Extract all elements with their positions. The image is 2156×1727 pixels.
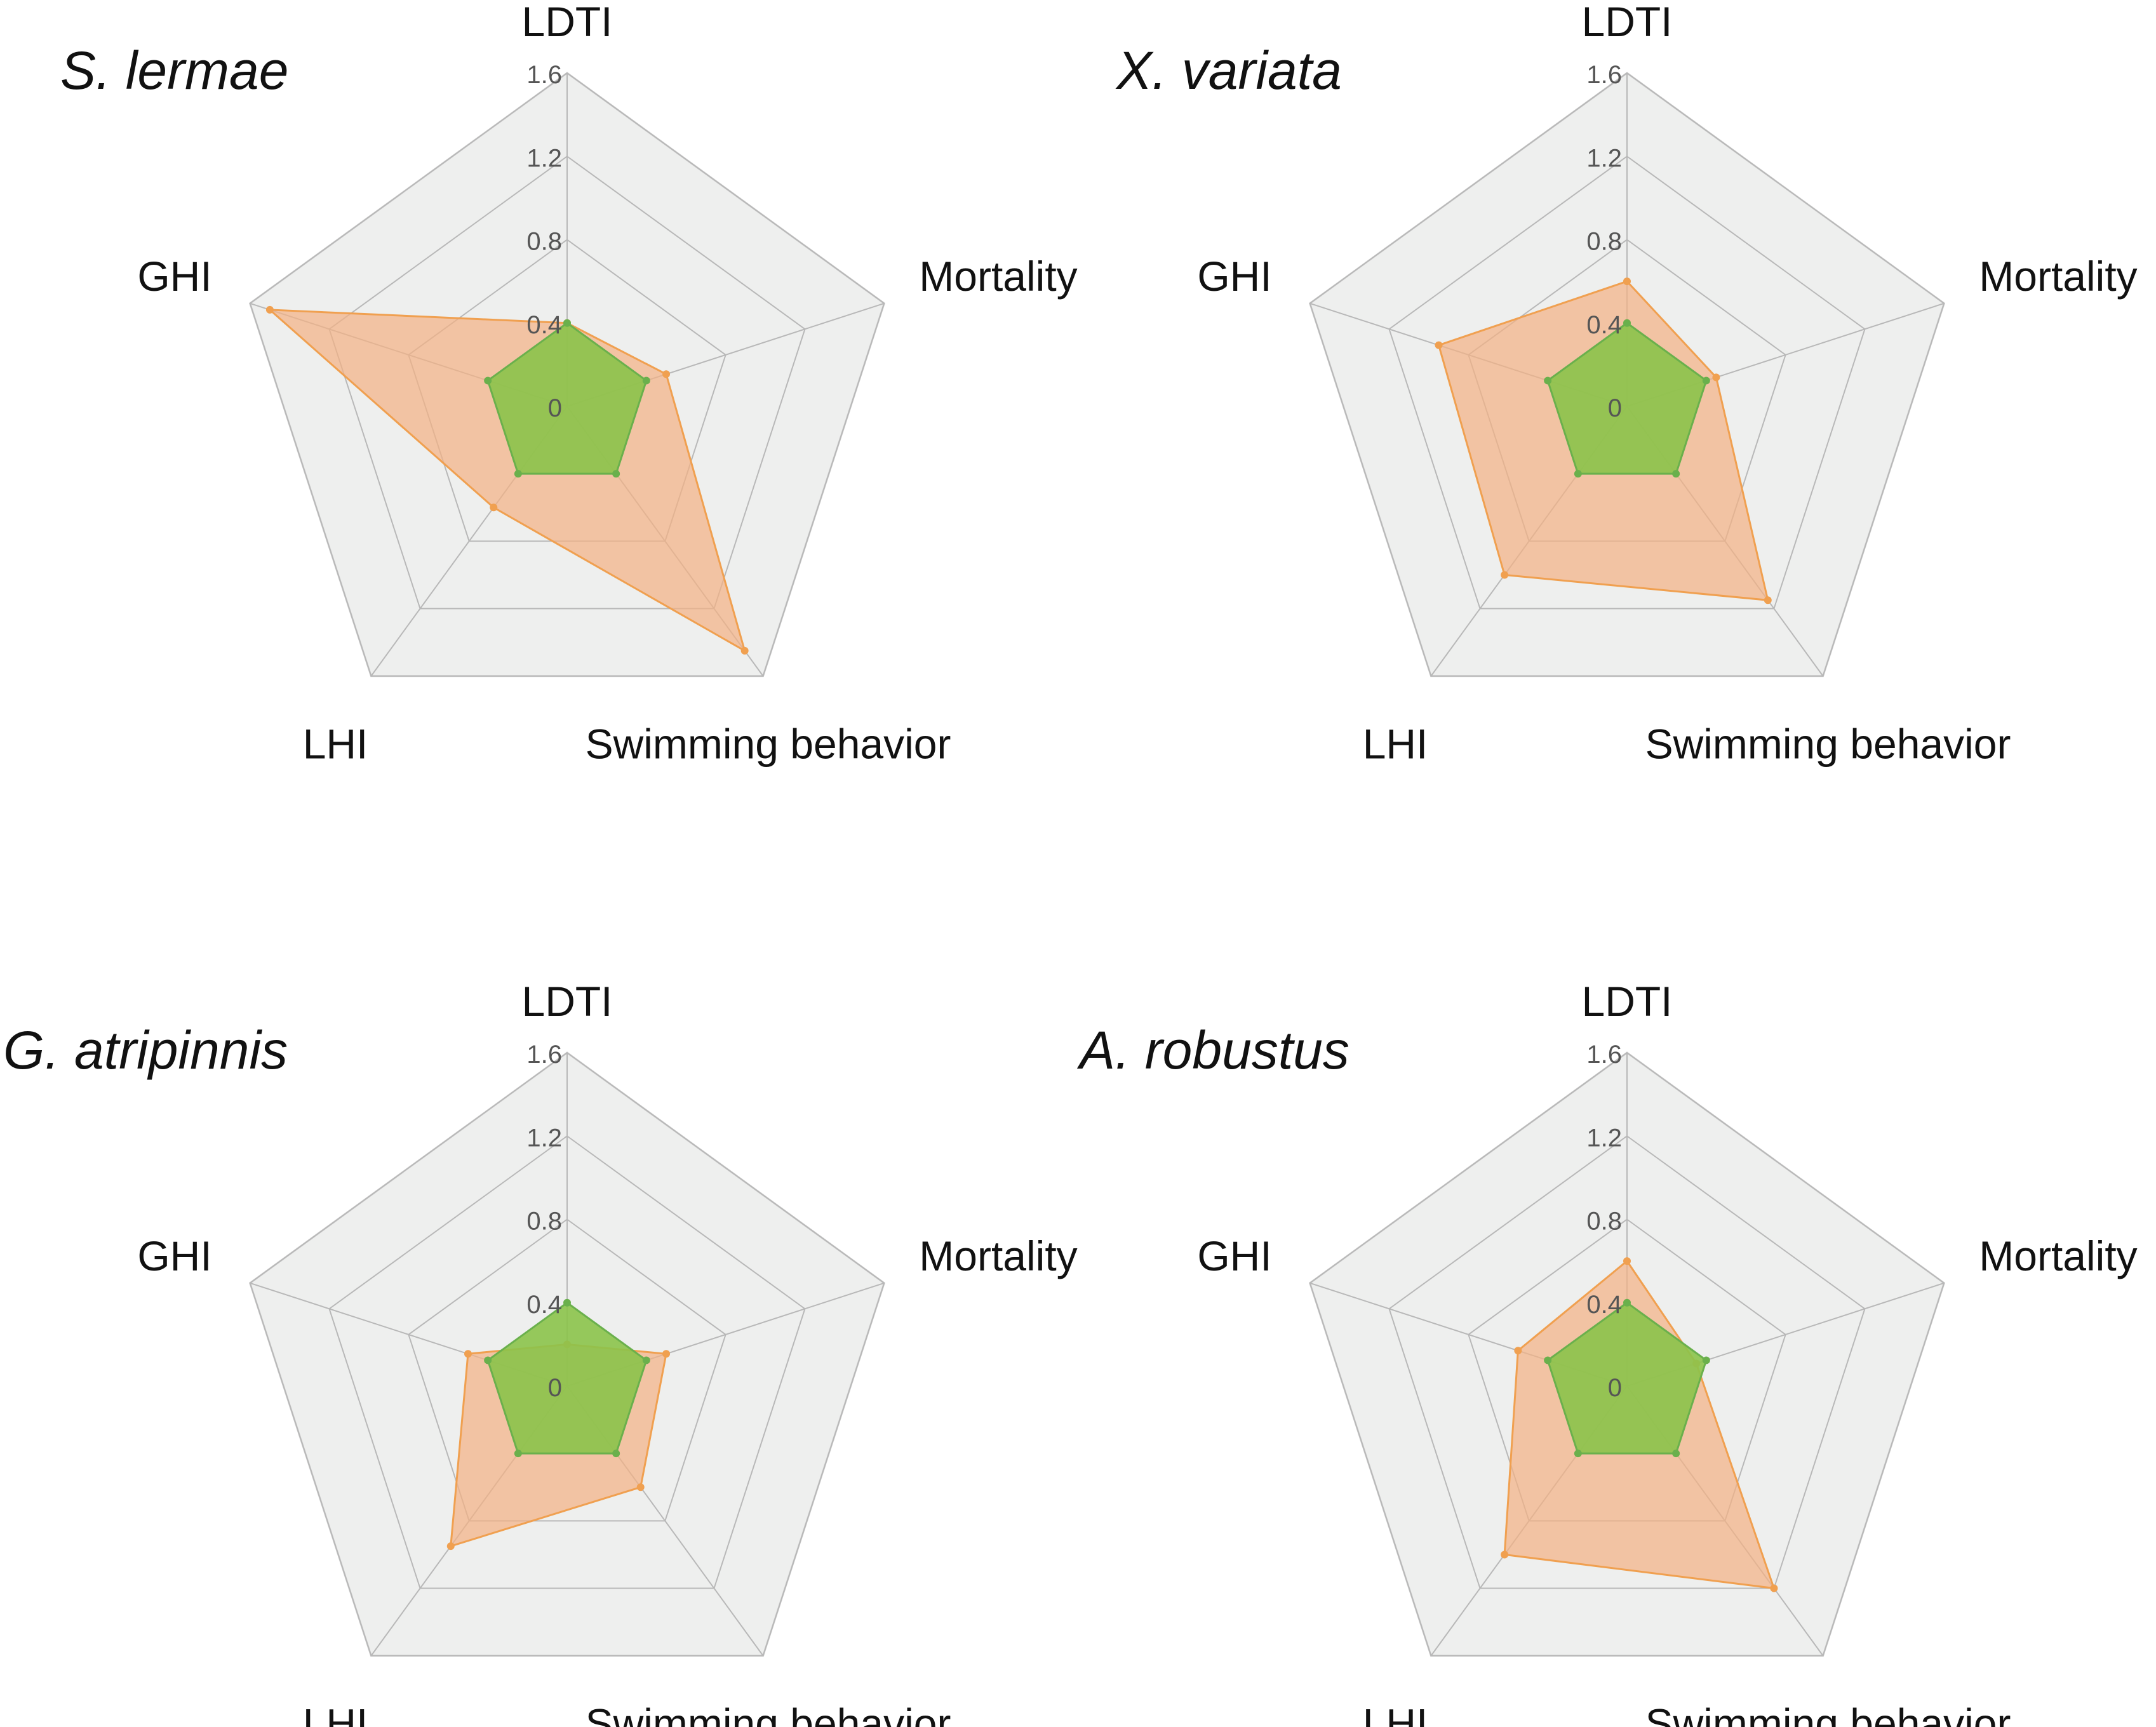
data-point (662, 370, 671, 378)
tick-label: 0.8 (526, 1208, 562, 1236)
axis-label: Mortality (919, 1232, 1077, 1279)
radar-panel: 0 0.4 0.8 1.2 1.6 LDTI Mortality Swimming behav… (60, 0, 1078, 768)
data-point (642, 1356, 650, 1364)
tick-label: 0 (1608, 394, 1622, 422)
axis-label: LHI (1363, 1700, 1428, 1727)
axis-label: LDTI (521, 978, 612, 1025)
axis-label: LDTI (521, 0, 612, 45)
axis-label: Swimming behavior (1645, 1700, 2011, 1727)
grid-ring (408, 1218, 726, 1522)
data-point (1544, 1356, 1552, 1364)
data-point (1764, 596, 1772, 604)
data-point (1623, 319, 1631, 327)
axis-label: Mortality (1979, 253, 2137, 300)
data-point (1702, 1356, 1710, 1364)
data-point (612, 1450, 620, 1458)
tick-label: 1.6 (526, 61, 562, 89)
data-point (484, 1356, 492, 1364)
tick-label: 1.6 (526, 1041, 562, 1069)
axis-label: LDTI (1581, 978, 1672, 1025)
data-point (464, 1350, 472, 1358)
panel-title: A. robustus (1076, 1020, 1349, 1080)
data-point (1623, 1257, 1631, 1265)
axis-label: GHI (137, 253, 211, 300)
data-point (563, 319, 571, 327)
series-area (486, 1301, 648, 1455)
axis-label: Swimming behavior (1645, 721, 2011, 768)
data-point (740, 646, 749, 655)
grid-ring (249, 1051, 885, 1657)
axis-label: LHI (303, 721, 368, 768)
tick-label: 0.8 (1586, 1208, 1622, 1236)
data-point (1501, 571, 1509, 579)
grid-ring (328, 1135, 806, 1589)
tick-label: 0.4 (1586, 1291, 1622, 1319)
data-point (484, 377, 492, 385)
panel-title: S. lermae (60, 41, 288, 100)
data-point (1712, 373, 1720, 382)
tick-label: 1.2 (526, 144, 562, 172)
data-point (1574, 1450, 1582, 1458)
data-point (1672, 470, 1680, 478)
data-point (662, 1350, 671, 1358)
series-area (486, 321, 648, 475)
tick-label: 0 (548, 1374, 562, 1402)
radar-panel: 0 0.4 0.8 1.2 1.6 LDTI Mortality Swimming behav… (1076, 978, 2138, 1727)
axis-label: GHI (1197, 253, 1271, 300)
grid-ring (1388, 156, 1866, 610)
tick-label: 0.4 (526, 1291, 562, 1319)
axis-label: Swimming behavior (586, 721, 951, 768)
tick-label: 0 (548, 394, 562, 422)
tick-label: 1.6 (1586, 61, 1622, 89)
data-point (1514, 1347, 1522, 1355)
tick-label: 0.8 (526, 228, 562, 256)
tick-label: 0.4 (1586, 311, 1622, 339)
data-point (514, 470, 522, 478)
grid-ring (1309, 1051, 1945, 1657)
data-point (446, 1542, 455, 1550)
tick-label: 1.2 (1586, 144, 1622, 172)
data-point (642, 377, 650, 385)
axis-label: GHI (1197, 1232, 1271, 1279)
tick-label: 0.4 (526, 311, 562, 339)
axis-label: LHI (303, 1700, 368, 1727)
data-point (1623, 1298, 1631, 1307)
data-point (1672, 1450, 1680, 1458)
data-point (636, 1483, 645, 1491)
data-point (1435, 341, 1443, 349)
series-area (1546, 1301, 1708, 1455)
tick-label: 0 (1608, 1374, 1622, 1402)
data-point (1544, 377, 1552, 385)
data-point (490, 503, 498, 512)
grid-ring (1309, 72, 1945, 677)
series-area (1546, 321, 1708, 475)
tick-label: 1.6 (1586, 1041, 1622, 1069)
axis-label: LHI (1363, 721, 1428, 768)
axis-label: Mortality (919, 253, 1077, 300)
data-point (1574, 470, 1582, 478)
grid-ring (328, 156, 806, 610)
tick-label: 1.2 (526, 1124, 562, 1152)
tick-label: 0.8 (1586, 228, 1622, 256)
data-point (265, 305, 274, 314)
data-point (1623, 277, 1631, 286)
grid-ring (249, 72, 885, 677)
axis-label: Mortality (1979, 1232, 2137, 1279)
data-point (1501, 1550, 1509, 1559)
axis-label: Swimming behavior (586, 1700, 951, 1727)
panel-title: X. variata (1115, 41, 1342, 100)
grid-ring (1388, 1135, 1866, 1589)
radar-panel: 0 0.4 0.8 1.2 1.6 LDTI Mortality Swimming behav… (1115, 0, 2138, 768)
data-point (514, 1450, 522, 1458)
data-point (1770, 1584, 1778, 1592)
data-point (1702, 377, 1710, 385)
data-point (612, 470, 620, 478)
panel-title: G. atripinnis (3, 1020, 288, 1080)
axis-label: GHI (137, 1232, 211, 1279)
axis-label: LDTI (1581, 0, 1672, 45)
data-point (563, 1298, 571, 1307)
radar-panel: 0 0.4 0.8 1.2 1.6 LDTI Mortality Swimming behav… (3, 978, 1078, 1727)
tick-label: 1.2 (1586, 1124, 1622, 1152)
